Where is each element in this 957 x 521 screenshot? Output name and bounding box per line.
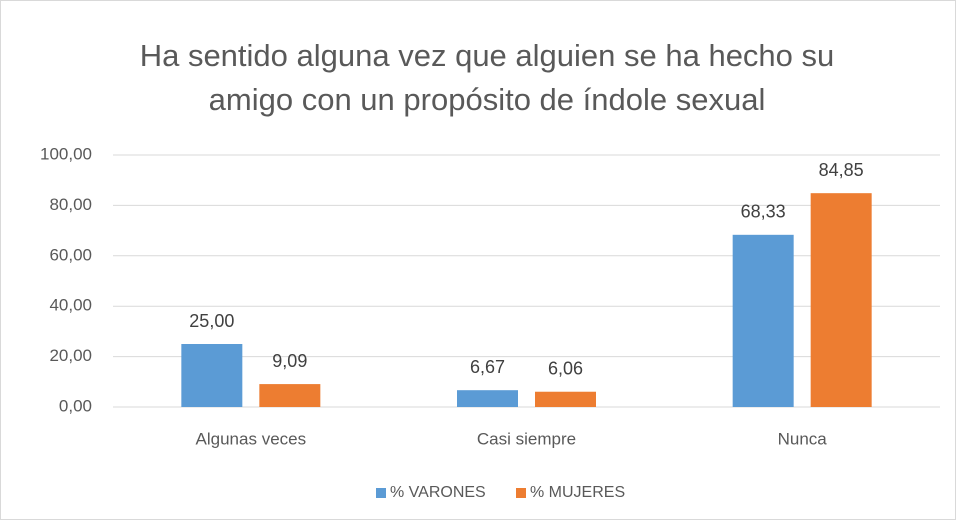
bar [535,391,596,407]
value-label: 6,67 [470,357,505,377]
value-label: 84,85 [819,160,864,180]
bar [259,384,321,407]
y-tick-label: 100,00 [40,144,92,163]
y-tick-label: 0,00 [59,396,92,415]
y-tick-label: 60,00 [49,245,92,264]
legend-label: % VARONES [390,484,486,501]
y-tick-label: 80,00 [49,195,92,214]
y-tick-label: 20,00 [49,346,92,365]
chart-title: Ha sentido alguna vez que alguien se ha … [140,38,835,73]
bar [457,390,518,407]
value-label: 9,09 [272,351,307,371]
legend-label: % MUJERES [530,484,625,501]
bar [181,344,243,407]
chart-title: amigo con un propósito de índole sexual [209,82,766,117]
x-tick-label: Algunas veces [196,429,307,448]
x-tick-label: Casi siempre [477,429,576,448]
bar [732,234,794,407]
x-tick-label: Nunca [778,429,828,448]
y-tick-label: 40,00 [49,296,92,315]
value-label: 6,06 [548,358,583,378]
value-label: 25,00 [189,311,234,331]
bar [810,193,872,407]
legend-swatch [376,488,386,498]
value-label: 68,33 [741,202,786,222]
legend-swatch [516,488,526,498]
